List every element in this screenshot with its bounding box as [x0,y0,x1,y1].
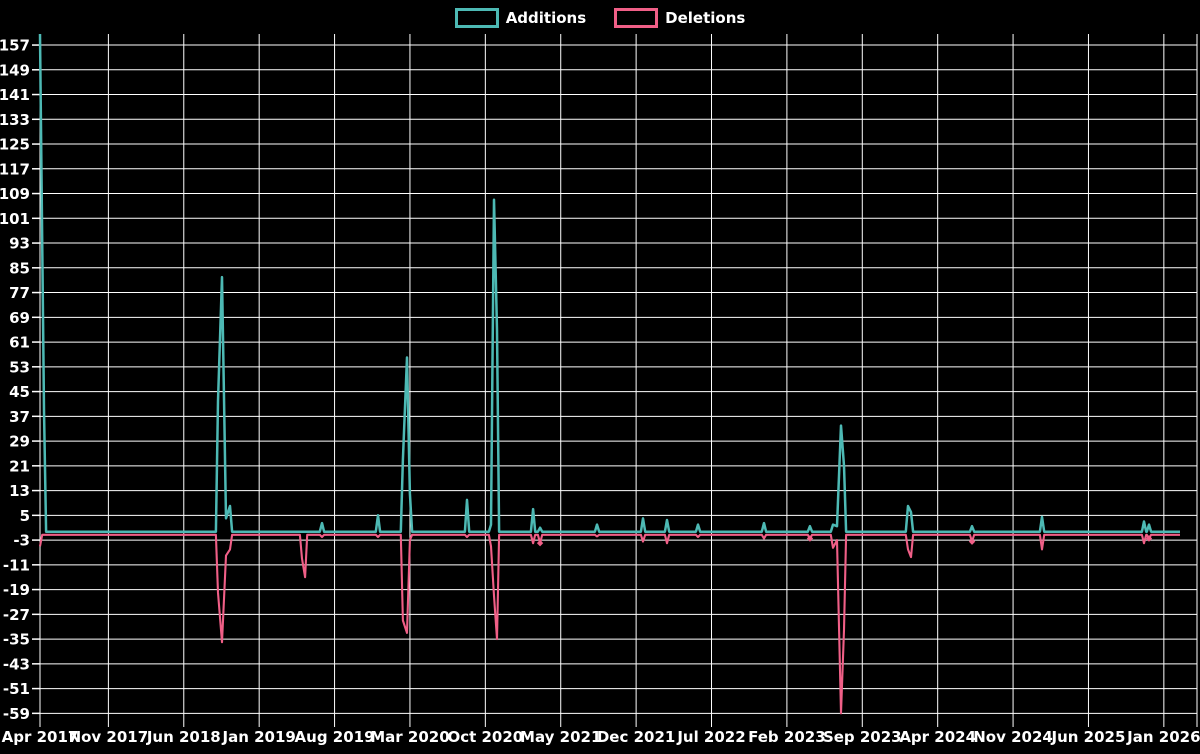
legend-item-additions[interactable]: Additions [454,8,587,28]
x-tick-label: Jan 2026 [1126,728,1200,746]
y-tick-label: -19 [3,581,30,599]
y-tick-label: 37 [9,408,30,426]
y-tick-label: -27 [3,606,30,624]
y-tick-label: 109 [0,185,30,203]
deletions-point-marker [968,538,976,545]
y-tick-label: 117 [0,160,30,178]
chart-legend: Additions Deletions [0,6,1200,30]
series-line-deletions [38,533,1180,715]
x-tick-label: Jun 2018 [146,728,221,746]
x-tick-label: Nov 2017 [69,728,149,746]
legend-deletions-label: Deletions [665,9,746,27]
y-tick-label: 77 [9,284,30,302]
y-tick-label: 149 [0,61,30,79]
y-tick-label: 13 [9,482,30,500]
y-tick-label: -3 [13,532,30,550]
deletions-point-marker [536,539,544,547]
y-tick-label: 85 [9,259,30,277]
x-tick-label: Sep 2023 [823,728,902,746]
y-tick-label: -35 [3,631,30,649]
x-tick-label: Jun 2025 [1050,728,1125,746]
series-line-additions [38,33,1180,533]
deletions-point-marker [806,535,814,542]
y-tick-label: 61 [9,334,30,352]
y-tick-label: 69 [9,309,30,327]
y-tick-label: 5 [20,507,30,525]
additions-swatch-icon [454,8,499,28]
y-tick-label: 93 [9,235,30,253]
deletions-point-marker [1145,535,1153,542]
y-tick-label: -43 [3,655,30,673]
y-tick-label: 21 [9,457,30,475]
x-tick-label: Nov 2024 [973,728,1053,746]
y-tick-label: 53 [9,358,30,376]
legend-item-deletions[interactable]: Deletions [614,8,745,28]
y-tick-label: 125 [0,136,30,154]
x-tick-label: May 2021 [520,728,601,746]
y-tick-label: 29 [9,433,30,451]
x-tick-label: Feb 2023 [748,728,826,746]
x-tick-label: Jul 2022 [676,728,745,746]
y-tick-label: 133 [0,111,30,129]
x-tick-label: Oct 2020 [447,728,523,746]
y-tick-label: 45 [9,383,30,401]
x-tick-label: Dec 2021 [597,728,676,746]
y-tick-label: 141 [0,86,30,104]
x-tick-label: Aug 2019 [295,728,375,746]
y-tick-label: -59 [3,705,30,723]
y-tick-label: -51 [3,680,30,698]
x-tick-label: Apr 2024 [899,728,976,746]
y-tick-label: 101 [0,210,30,228]
y-tick-label: 157 [0,37,30,55]
legend-additions-label: Additions [505,9,587,27]
x-tick-label: Apr 2017 [2,728,79,746]
x-tick-label: Mar 2020 [370,728,449,746]
deletions-swatch-icon [614,8,659,28]
y-tick-label: -11 [3,556,30,574]
x-tick-label: Jan 2019 [221,728,295,746]
